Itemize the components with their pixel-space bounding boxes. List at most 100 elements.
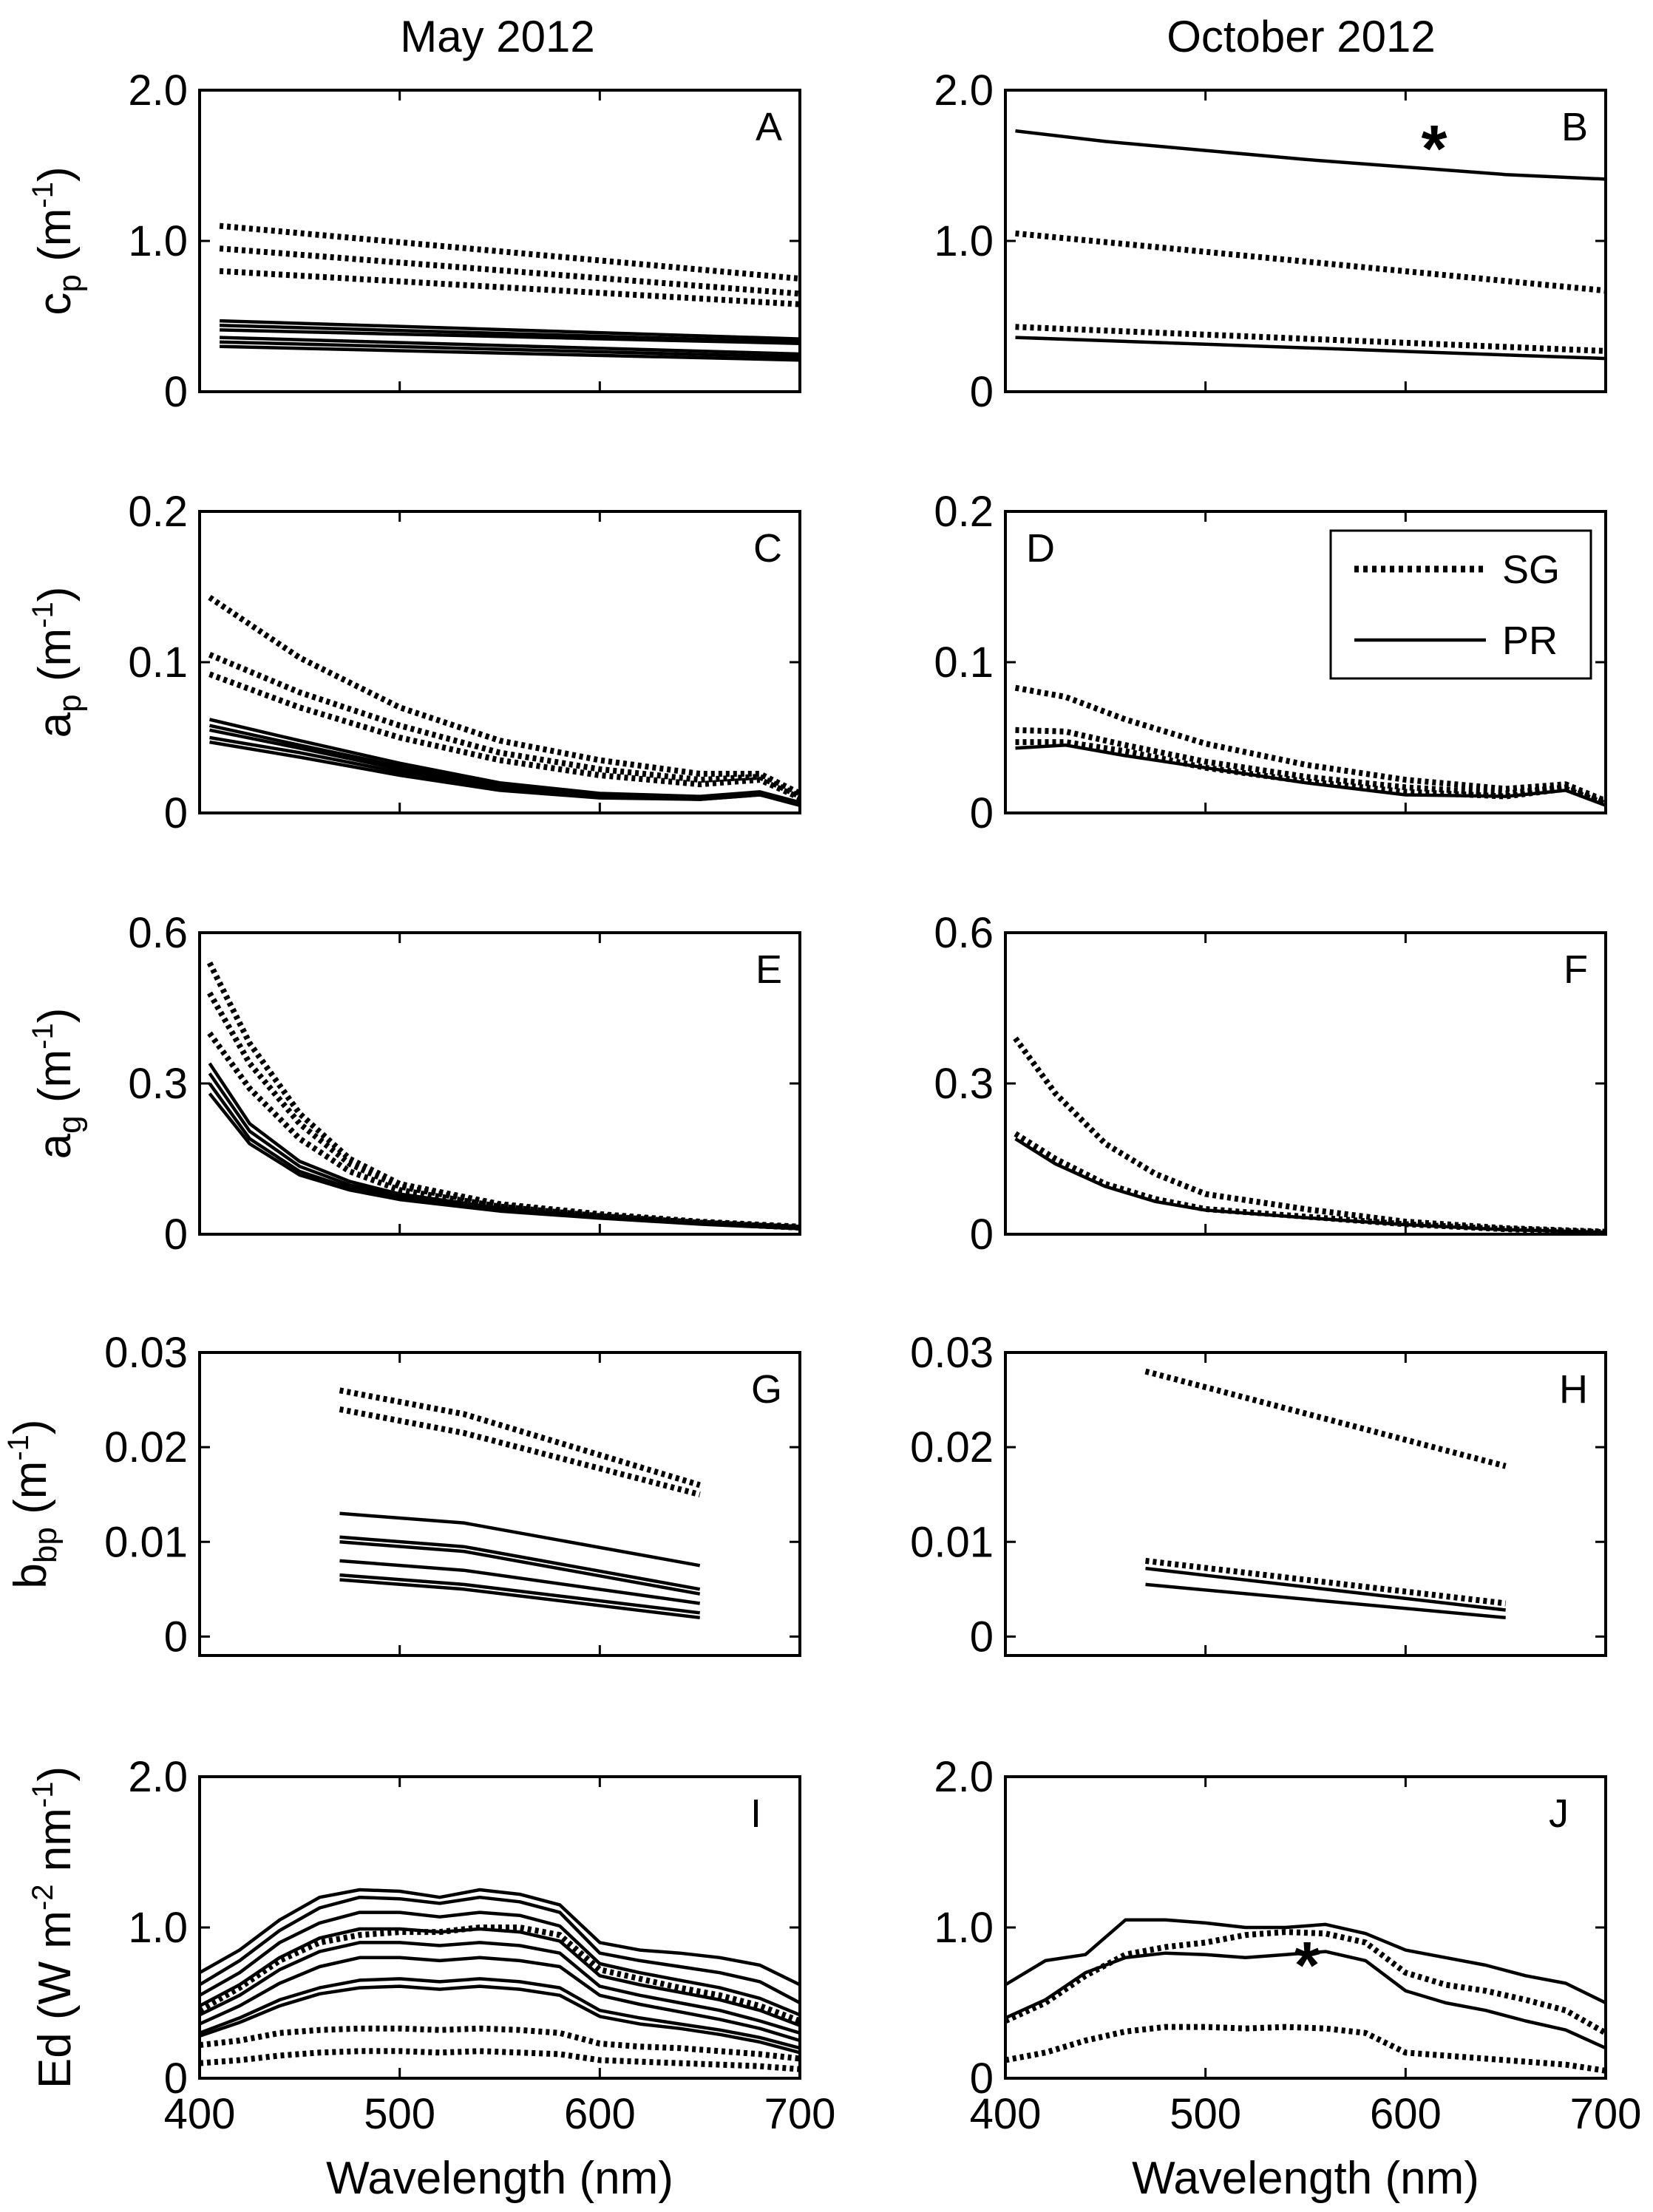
y-tick-label: 0 <box>164 789 188 837</box>
ylabel-close: ) <box>30 1766 81 1782</box>
y-tick-label: 0.1 <box>934 639 994 687</box>
x-tick-label: 600 <box>564 2090 636 2138</box>
series-line-sg <box>1014 684 1607 804</box>
y-tick-label: 2.0 <box>934 67 994 115</box>
series-line-sg <box>207 1031 801 1231</box>
panel-b: 0 1.0 2.0 B * <box>934 67 1607 416</box>
panel-e: 0 0.3 0.6 E <box>128 909 801 1259</box>
panel-a: 0 1.0 2.0 A <box>128 67 801 416</box>
y-tick-label: 0 <box>164 2055 188 2103</box>
series-line-pr <box>1004 1918 1606 2005</box>
y-tick-label: 0.6 <box>128 909 188 957</box>
xlabel-left: Wavelength (nm) <box>326 2153 673 2204</box>
panel-i: 0 1.0 2.0 400 500 600 700 I <box>128 1753 835 2138</box>
ylabel-sup2: -1 <box>27 1782 59 1808</box>
y-tick-label: 0 <box>164 1613 188 1661</box>
x-tick-label: 600 <box>1370 2090 1442 2138</box>
ylabel-sup: -1 <box>27 602 59 628</box>
x-tick-label: 700 <box>1570 2090 1642 2138</box>
series-line-pr <box>339 1511 701 1568</box>
series-line-sg <box>208 652 801 800</box>
ylabel-sub: bp <box>27 1527 64 1563</box>
series-line-pr <box>339 1540 701 1596</box>
series-line-pr <box>198 1895 801 2004</box>
y-tick-label: 2.0 <box>128 67 188 115</box>
xlabel-right: Wavelength (nm) <box>1132 2153 1479 2204</box>
panel-letter: I <box>750 1791 761 1836</box>
panel-letter: B <box>1561 105 1588 149</box>
panel-g: 0 0.01 0.02 0.03 G <box>104 1329 801 1661</box>
ylabel-close: ) <box>30 587 81 602</box>
column-title-october: October 2012 <box>1167 12 1436 61</box>
ylabel-unit: (m <box>5 1461 56 1528</box>
ylabel-main: Ed (W m <box>30 1910 81 2089</box>
x-tick-label: 400 <box>164 2090 236 2138</box>
ylabel-ed: Ed (W m-2 nm-1) <box>27 1766 81 2089</box>
series-line-pr <box>220 323 801 344</box>
series-line-sg <box>199 2025 801 2062</box>
y-tick-label: 2.0 <box>934 1753 994 1801</box>
series-line-pr <box>1015 129 1606 181</box>
legend-label-sg: SG <box>1502 548 1560 592</box>
series-line-sg <box>208 594 801 797</box>
series-line-pr <box>1014 1137 1606 1234</box>
panel-j: 0 1.0 2.0 400 500 600 700 J * <box>934 1753 1641 2138</box>
series-line-pr <box>220 328 801 345</box>
series-line-pr <box>1145 1582 1506 1620</box>
x-tick-label: 400 <box>970 2090 1042 2138</box>
panel-letter: E <box>756 947 782 992</box>
series-line-pr <box>339 1535 701 1591</box>
ylabel-mid: nm <box>30 1808 81 1884</box>
series-line-sg <box>1013 1036 1606 1235</box>
series-line-sg <box>219 245 801 297</box>
series-line-sg <box>1015 324 1606 354</box>
y-tick-label: 0 <box>970 2055 994 2103</box>
ylabel-close: ) <box>5 1419 56 1435</box>
series-line-pr <box>1145 1566 1506 1612</box>
series-line-sg <box>219 222 801 282</box>
ylabel-main: c <box>30 293 81 316</box>
series-line-pr <box>209 740 801 807</box>
ylabel-close: ) <box>30 1008 81 1024</box>
ylabel-main: b <box>5 1563 56 1588</box>
panel-letter: A <box>756 105 782 149</box>
series-line-pr <box>339 1559 701 1605</box>
series-line-pr <box>339 1573 700 1615</box>
y-tick-label: 0.01 <box>910 1518 994 1566</box>
series-line-pr <box>220 336 801 356</box>
y-tick-label: 0 <box>970 789 994 837</box>
ylabel-unit: (m <box>30 1049 81 1116</box>
y-tick-label: 0.3 <box>934 1060 994 1108</box>
y-tick-label: 1.0 <box>934 1904 994 1952</box>
y-tick-label: 0.01 <box>104 1518 188 1566</box>
panel-letter: D <box>1026 526 1055 571</box>
panel-letter: F <box>1564 947 1588 992</box>
y-tick-label: 0.2 <box>128 488 188 536</box>
y-tick-label: 1.0 <box>128 217 188 265</box>
series-line-sg <box>339 1387 701 1488</box>
panel-letter: G <box>751 1367 782 1412</box>
ylabel-main: a <box>30 712 81 738</box>
ylabel-cp: cp (m-1) <box>27 166 88 315</box>
ylabel-sup: -1 <box>2 1435 35 1461</box>
series-line-pr <box>199 1977 801 2050</box>
legend: SG PR <box>1329 529 1592 680</box>
y-tick-label: 0.03 <box>104 1329 188 1377</box>
ylabel-sup: -1 <box>27 1023 59 1049</box>
series-line-pr <box>198 1888 801 1987</box>
y-tick-label: 0.3 <box>128 1060 188 1108</box>
y-tick-label: 0.1 <box>128 639 188 687</box>
series-line-pr <box>220 340 801 359</box>
x-tick-label: 500 <box>1170 2090 1241 2138</box>
series-line-sg <box>208 671 801 801</box>
ylabel-ag: ag (m-1) <box>27 1008 88 1160</box>
panel-c: 0 0.1 0.2 C <box>128 488 801 837</box>
series-line-sg <box>198 1925 801 2024</box>
ylabel-unit: (m <box>30 628 81 695</box>
ylabel-unit: (m <box>30 208 81 275</box>
panel-d: 0 0.1 0.2 D SG PR <box>934 488 1607 837</box>
panel-letter: C <box>753 526 782 571</box>
y-tick-label: 0 <box>164 368 188 416</box>
series-line-pr <box>1015 743 1606 807</box>
series-line-sg <box>219 268 801 307</box>
